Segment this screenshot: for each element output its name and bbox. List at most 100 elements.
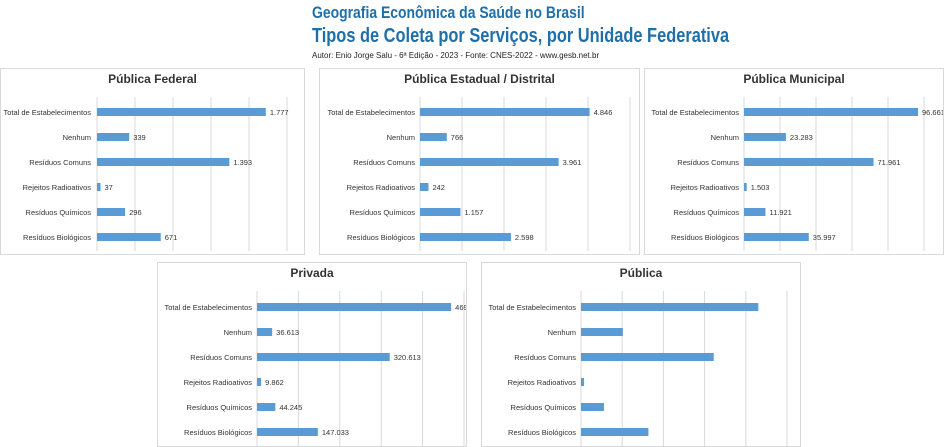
category-label: Total de Estabelecimentos <box>3 108 91 117</box>
bar <box>257 428 318 436</box>
category-label: Resíduos Comuns <box>677 158 739 167</box>
chart-title: Pública Municipal <box>743 72 845 86</box>
data-label: 9.862 <box>265 378 284 387</box>
category-label: Resíduos Biológicos <box>184 428 252 437</box>
category-label: Resíduos Comuns <box>353 158 415 167</box>
data-label: 1.777 <box>270 108 289 117</box>
chart-title: Pública <box>619 266 663 280</box>
data-label: 37 <box>105 183 113 192</box>
data-label: 147.033 <box>322 428 349 437</box>
category-label: Rejeitos Radioativos <box>184 378 253 387</box>
data-label: 4.846 <box>594 108 613 117</box>
category-label: Total de Estabelecimentos <box>488 303 576 312</box>
category-label: Resíduos Químicos <box>350 208 416 217</box>
data-label: 96.661 <box>922 108 944 117</box>
category-label: Total de Estabelecimentos <box>651 108 739 117</box>
category-label: Resíduos Biológicos <box>508 428 576 437</box>
chart-svg: Total de Estabelecimentos 96.661 Nenhum 23.… <box>651 97 944 251</box>
data-label: 1.393 <box>233 158 252 167</box>
bar <box>420 183 429 191</box>
chart-panel-privada: Privada Total de Estabelecimentos 469.004… <box>157 262 467 447</box>
data-label: 766 <box>451 133 464 142</box>
category-label: Resíduos Biológicos <box>347 233 415 242</box>
category-label: Rejeitos Radioativos <box>23 183 92 192</box>
bar <box>97 133 130 141</box>
data-label: 44.245 <box>279 403 302 412</box>
bar <box>257 328 273 336</box>
chart-panel-publica-estadual: Pública Estadual / Distrital Total de Es… <box>319 68 640 255</box>
data-label: 11.921 <box>769 208 791 217</box>
data-label: 339 <box>133 133 146 142</box>
bar <box>257 303 452 311</box>
data-label: 320.613 <box>394 353 421 362</box>
bar <box>420 133 447 141</box>
bar <box>744 208 766 216</box>
author-line: Autor: Enio Jorge Salu - 6ª Edição - 202… <box>312 51 600 60</box>
chart-panel-publica-municipal: Pública Municipal Total de Estabelecimen… <box>644 68 944 255</box>
data-label: 35.997 <box>813 233 836 242</box>
category-label: Nenhum <box>548 328 576 337</box>
bar <box>744 108 918 116</box>
data-label: 71.961 <box>878 158 901 167</box>
chart-svg: Total de Estabelecimentos 4.846 Nenhum 766 R… <box>327 97 631 251</box>
category-label: Rejeitos Radioativos <box>347 183 416 192</box>
chart-panel-publica-federal: Pública Federal Total de Estabelecimento… <box>0 68 305 255</box>
category-label: Resíduos Comuns <box>29 158 91 167</box>
category-label: Total de Estabelecimentos <box>164 303 252 312</box>
bar <box>257 378 262 386</box>
category-label: Total de Estabelecimentos <box>327 108 415 117</box>
category-label: Resíduos Químicos <box>511 403 577 412</box>
chart-svg: Total de Estabelecimentos 1.777 Nenhum 339 R… <box>3 97 289 251</box>
category-label: Resíduos Químicos <box>26 208 92 217</box>
data-label: 1.157 <box>464 208 483 217</box>
bar <box>420 208 461 216</box>
category-label: Resíduos Comuns <box>190 353 252 362</box>
category-label: Resíduos Biológicos <box>23 233 91 242</box>
category-label: Resíduos Biológicos <box>671 233 739 242</box>
chart-panel-publica: Pública Total de Estabelecimentos Nenhum R… <box>481 262 801 447</box>
data-label: 671 <box>165 233 178 242</box>
category-label: Resíduos Químicos <box>187 403 253 412</box>
data-label: 242 <box>432 183 445 192</box>
category-label: Rejeitos Radioativos <box>671 183 740 192</box>
bar <box>97 158 230 166</box>
bar <box>581 303 759 311</box>
bar <box>97 233 161 241</box>
bar <box>257 403 276 411</box>
chart-title: Pública Federal <box>108 72 197 86</box>
bar <box>744 233 809 241</box>
chart-title: Privada <box>290 266 334 280</box>
bar <box>257 353 390 361</box>
bar <box>97 108 266 116</box>
bar <box>581 378 585 386</box>
data-label: 296 <box>129 208 142 217</box>
chart-svg: Total de Estabelecimentos 469.004 Nenhum 36… <box>164 291 467 446</box>
data-label: 2.598 <box>515 233 534 242</box>
bar <box>744 158 874 166</box>
main-title: Geografia Econômica da Saúde no Brasil <box>312 3 585 22</box>
bar <box>581 353 714 361</box>
bar <box>420 233 511 241</box>
bar <box>744 183 747 191</box>
category-label: Resíduos Comuns <box>514 353 576 362</box>
bar <box>97 208 126 216</box>
chart-svg: Total de Estabelecimentos Nenhum Resíduos … <box>488 291 788 446</box>
bar <box>581 428 649 436</box>
bar <box>581 328 623 336</box>
bar <box>420 158 559 166</box>
data-label: 1.503 <box>751 183 770 192</box>
subtitle: Tipos de Coleta por Serviços, por Unidad… <box>312 25 730 47</box>
chart-title: Pública Estadual / Distrital <box>404 72 555 86</box>
category-label: Nenhum <box>711 133 739 142</box>
data-label: 36.613 <box>276 328 299 337</box>
category-label: Rejeitos Radioativos <box>508 378 577 387</box>
data-label: 469.004 <box>455 303 467 312</box>
bar <box>97 183 101 191</box>
bar <box>744 133 786 141</box>
category-label: Nenhum <box>224 328 252 337</box>
data-label: 23.283 <box>790 133 813 142</box>
bar <box>581 403 604 411</box>
bar <box>420 108 590 116</box>
data-label: 3.961 <box>563 158 582 167</box>
header: Geografia Econômica da Saúde no Brasil T… <box>312 0 821 60</box>
